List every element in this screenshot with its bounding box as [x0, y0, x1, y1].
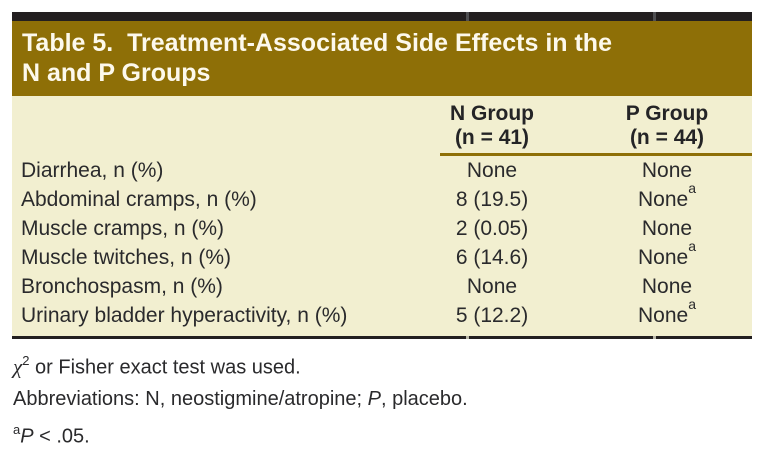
n-group-count: (n = 41): [454, 126, 530, 149]
footnote-significance: aP < .05.: [13, 415, 468, 452]
column-header-row: N Group (n = 41) P Group (n = 44): [12, 100, 752, 150]
column-divider-mark: [466, 12, 469, 21]
footnote-abbreviations: Abbreviations: N, neostigmine/atropine; …: [13, 384, 468, 415]
significance-superscript: a: [688, 237, 696, 254]
p-value-text: None: [641, 274, 693, 298]
table-body: N Group (n = 41) P Group (n = 44) Diarrh…: [12, 96, 752, 336]
p-group-label: P Group: [625, 102, 709, 125]
significance-superscript: a: [13, 421, 21, 437]
p-value-text: None: [638, 303, 689, 327]
italic-p: P: [20, 425, 34, 448]
row-label: Abdominal cramps, n (%): [21, 187, 257, 211]
chi-squared-superscript: 2: [22, 353, 30, 368]
p-value-text: None: [641, 158, 693, 182]
p-value-text: None: [638, 187, 689, 211]
n-value: 2 (0.05): [455, 216, 529, 240]
p-value: None: [582, 275, 752, 299]
table-row: Muscle twitches, n (%) 6 (14.6) Nonea: [12, 239, 752, 272]
p-value: None: [582, 217, 752, 241]
n-value: None: [466, 274, 518, 298]
table-row: Bronchospasm, n (%) None None: [12, 272, 752, 301]
significance-superscript: a: [688, 179, 696, 196]
p-value: Nonea: [582, 181, 752, 212]
column-divider-mark: [466, 336, 469, 339]
abbreviations-text-end: , placebo.: [380, 387, 468, 410]
table-title-line-1: Table 5. Treatment-Associated Side Effec…: [22, 29, 612, 57]
p-value-text: None: [638, 245, 689, 269]
n-value: 6 (14.6): [455, 245, 529, 269]
column-header-spacer: [12, 102, 402, 150]
table-row: Urinary bladder hyperactivity, n (%) 5 (…: [12, 297, 752, 330]
n-value: 5 (12.2): [455, 303, 529, 327]
chi-symbol: χ: [13, 354, 23, 379]
significance-text: < .05.: [33, 425, 90, 448]
p-group-count: (n = 44): [629, 126, 705, 149]
column-divider-mark: [653, 12, 656, 21]
table-row: Abdominal cramps, n (%) 8 (19.5) Nonea: [12, 181, 752, 214]
p-value: Nonea: [582, 239, 752, 270]
significance-superscript: a: [688, 295, 696, 312]
table-title-line-2: N and P Groups: [22, 59, 211, 87]
column-header-p-group: P Group (n = 44): [582, 102, 752, 150]
row-label: Diarrhea, n (%): [21, 158, 164, 182]
row-label: Muscle twitches, n (%): [21, 245, 232, 269]
italic-p: P: [367, 387, 381, 410]
journal-table-figure: Table 5. Treatment-Associated Side Effec…: [12, 12, 752, 447]
row-label: Urinary bladder hyperactivity, n (%): [21, 303, 348, 327]
p-value: Nonea: [582, 297, 752, 328]
table-title-band: Table 5. Treatment-Associated Side Effec…: [12, 21, 752, 96]
row-label: Muscle cramps, n (%): [21, 216, 225, 240]
table-footnotes: χ2 or Fisher exact test was used. Abbrev…: [13, 346, 468, 452]
p-value-text: None: [641, 216, 693, 240]
abbreviations-text: Abbreviations: N, neostigmine/atropine;: [13, 387, 368, 410]
footnote-statistics: χ2 or Fisher exact test was used.: [13, 346, 468, 384]
table-row: Diarrhea, n (%) None None: [12, 156, 752, 185]
column-divider-mark: [653, 336, 656, 339]
n-value: 8 (19.5): [455, 187, 529, 211]
n-value: None: [466, 158, 518, 182]
top-black-bar: [12, 12, 752, 21]
n-group-label: N Group: [450, 102, 534, 125]
column-header-n-group: N Group (n = 41): [402, 102, 582, 150]
footnote-statistics-text: or Fisher exact test was used.: [29, 356, 301, 379]
p-value: None: [582, 159, 752, 183]
table-card: Table 5. Treatment-Associated Side Effec…: [12, 12, 752, 339]
table-row: Muscle cramps, n (%) 2 (0.05) None: [12, 214, 752, 243]
bottom-rule: [12, 336, 752, 339]
row-label: Bronchospasm, n (%): [21, 274, 223, 298]
header-underline-rule: [440, 153, 752, 156]
